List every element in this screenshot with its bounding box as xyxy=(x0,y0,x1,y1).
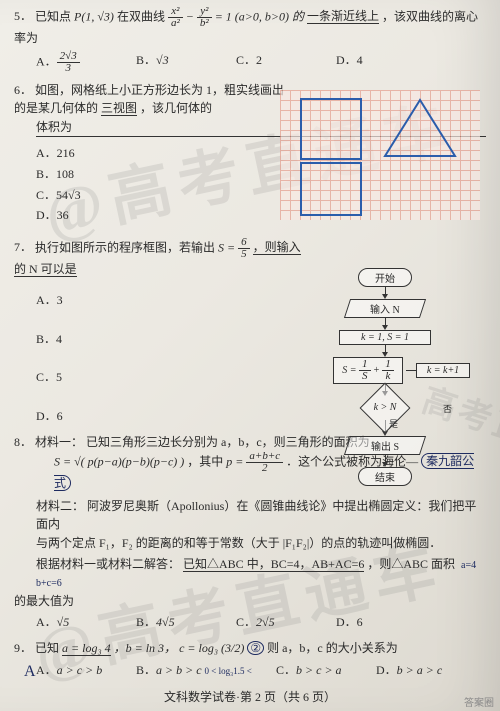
q6-stem-b: ，该几何体的 xyxy=(140,101,212,115)
flow-input: 输入 N xyxy=(344,299,426,318)
q8-b-v: 4√5 xyxy=(156,615,175,629)
q5-opt-b: B．√3 xyxy=(136,50,236,75)
flow-no: 否 xyxy=(443,402,452,415)
top-view-square xyxy=(300,162,362,216)
q7-s-eq: S = xyxy=(218,240,235,254)
q5-a-n: 2√3 xyxy=(57,51,80,63)
q6-underline: 三视图 xyxy=(101,101,137,116)
question-5: 5． 已知点 P(1, √3) 在双曲线 x²a² − y²b² = 1 (a>… xyxy=(14,6,486,75)
question-9: 9． 已知 a = log₃ 4 ，b = ln 3， c = log₃ (3/… xyxy=(14,639,486,680)
q8-opt-d: D．6 xyxy=(336,612,436,633)
q8-d-v: 6 xyxy=(357,615,363,629)
flow-assign-l: S = xyxy=(342,365,356,376)
q5-stem-c: = 1 (a>0, b>0) 的 xyxy=(215,9,304,23)
q9-stem-b: 则 a，b，c 的大小关系为 xyxy=(267,641,398,655)
q8-a-v: √5 xyxy=(57,615,70,629)
q8-opt-a: A．√5 xyxy=(36,612,136,633)
q9-num: 9． xyxy=(14,639,32,658)
q8-opt-b: B．4√5 xyxy=(136,612,236,633)
q5-frac1-d: a² xyxy=(168,18,183,29)
q8-hand: ，则△ABC 面积 xyxy=(367,557,455,571)
page-footer: 文科数学试卷·第 2 页（共 6 页） xyxy=(0,688,500,705)
q8-num: 8． xyxy=(14,433,32,452)
q7-flowchart: 开始 输入 N k = 1, S = 1 S = 1S + 1k k = k+1… xyxy=(300,268,470,486)
flow-end: 结束 xyxy=(358,467,412,486)
front-view-square xyxy=(300,98,362,160)
q8-task: 根据材料一或材料二解答： xyxy=(36,557,180,571)
q5-b-v: √3 xyxy=(156,53,169,67)
q9-circled: ② xyxy=(247,641,264,655)
q5-opt-d: D．4 xyxy=(336,50,436,75)
q5-underline: 一条渐近线上 xyxy=(307,9,379,24)
red-stamp: 答案圈 xyxy=(464,694,494,709)
q5-d-v: 4 xyxy=(357,53,363,67)
q9-hand-under: 0 < log₃1.5 < xyxy=(205,666,252,676)
q9-opt-c: C．b > c > a xyxy=(276,660,376,681)
q8-m2-b: 与两个定点 F₁，F₂ 的距离的和等于常数（大于 |F₁F₂|）的点的轨迹叫做椭… xyxy=(36,534,486,553)
q9-b-v: a > b > c xyxy=(156,663,202,677)
flow-start: 开始 xyxy=(358,268,412,287)
flow-output: 输出 S xyxy=(344,436,426,455)
q8-p-d: 2 xyxy=(246,463,283,474)
q6-num: 6． xyxy=(14,81,32,100)
q5-point: P(1, √3) xyxy=(74,9,114,23)
q8-formula: S = √( p(p−a)(p−b)(p−c) ) xyxy=(54,454,184,468)
q9-a-def: a = log₃ 4 xyxy=(62,641,111,656)
q8-m2-label: 材料二： xyxy=(36,499,84,513)
q9-c-def: c = log₃ (3/2) xyxy=(179,641,244,655)
flow-inc: k = k+1 xyxy=(416,363,470,378)
q7-num: 7． xyxy=(14,238,32,257)
q5-c-v: 2 xyxy=(256,53,262,67)
q9-c-v: b > c > a xyxy=(296,663,342,677)
q8-given: 已知△ABC 中，BC=4，AB+AC=6 xyxy=(183,557,364,572)
q5-frac2-d: b² xyxy=(197,18,212,29)
q9-opt-d: D．b > a > c xyxy=(376,660,476,681)
q5-stem-a: 已知点 xyxy=(35,9,74,23)
q7-stem-a: 执行如图所示的程序框图，若输出 xyxy=(35,240,218,254)
q5-stem-b: 在双曲线 xyxy=(117,9,168,23)
q5-num: 5． xyxy=(14,7,32,26)
q9-opt-b: B．a > b > c 0 < log₃1.5 < xyxy=(136,660,276,681)
fa-d1: S xyxy=(359,371,371,382)
fa-p: + xyxy=(373,365,380,376)
q9-b-def: ，b = ln 3， xyxy=(114,641,176,655)
flow-assign: S = 1S + 1k xyxy=(333,357,403,384)
q9-stem-a: 已知 xyxy=(35,641,62,655)
q8-m2-a: 阿波罗尼奥斯（Apollonius）在《圆锥曲线论》中提出椭圆定义：我们把平面内 xyxy=(36,499,476,532)
q9-hand-margin: A xyxy=(24,660,36,685)
side-view-triangle: 6 xyxy=(380,98,460,158)
q5-opt-a: A．2√33 xyxy=(36,50,136,75)
flow-cond: k > N xyxy=(363,396,407,420)
q8-opt-c: C．2√5 xyxy=(236,612,336,633)
q9-a-v: a > c > b xyxy=(57,663,103,677)
q8-m1-label: 材料一： xyxy=(35,435,83,449)
q8-m1-b: ，其中 xyxy=(187,454,226,468)
fa-d2: k xyxy=(382,371,394,382)
q8-line-end: 的最大值为 xyxy=(14,592,486,611)
q9-d-v: b > a > c xyxy=(397,663,443,677)
q8-p-eq: p = xyxy=(226,454,243,468)
q7-s-n: 6 xyxy=(238,237,250,249)
q5-opt-c: C．2 xyxy=(236,50,336,75)
q6-figure: 6 xyxy=(280,90,480,220)
q7-s-d: 5 xyxy=(238,249,250,260)
q9-opt-a: A．a > c > b xyxy=(36,660,136,681)
q5-a-d: 3 xyxy=(57,63,80,74)
flow-init: k = 1, S = 1 xyxy=(339,330,431,345)
q8-c-v: 2√5 xyxy=(256,615,275,629)
